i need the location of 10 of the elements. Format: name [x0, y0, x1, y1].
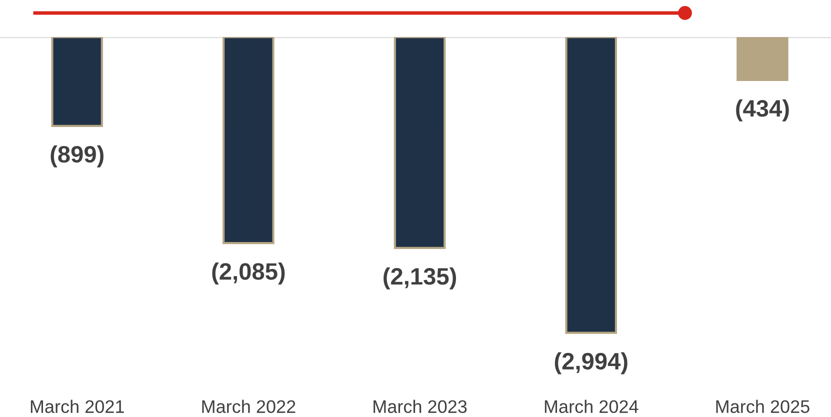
data-label: (2,994) — [554, 352, 628, 374]
x-tick-label: March 2024 — [544, 400, 638, 414]
x-tick-label: March 2025 — [716, 400, 810, 414]
data-label: (899) — [50, 145, 104, 168]
data-label: (434) — [736, 99, 789, 122]
data-label: (2,085) — [212, 262, 285, 284]
x-tick-label: March 2021 — [30, 400, 124, 414]
data-label: (2,135) — [384, 267, 456, 290]
x-tick-label: March 2023 — [374, 400, 467, 414]
x-tick-label: March 2022 — [202, 400, 296, 414]
